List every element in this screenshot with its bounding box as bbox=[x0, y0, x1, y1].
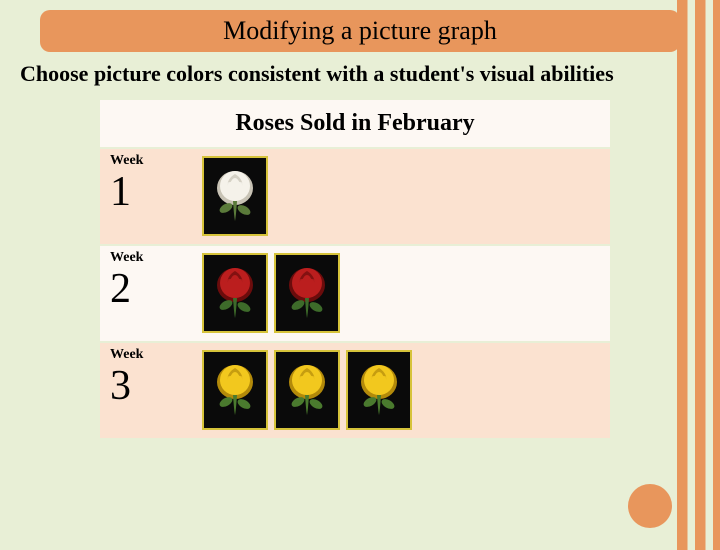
subtitle: Choose picture colors consistent with a … bbox=[20, 60, 700, 88]
roses-cell bbox=[200, 149, 610, 244]
rose-icon bbox=[274, 350, 340, 430]
chart-row: Week 2 bbox=[100, 246, 610, 341]
week-label: Week bbox=[110, 347, 200, 363]
week-number: 1 bbox=[110, 171, 200, 213]
chart-title: Roses Sold in February bbox=[100, 100, 610, 147]
rose-icon bbox=[202, 350, 268, 430]
rose-icon bbox=[202, 156, 268, 236]
week-cell: Week 3 bbox=[100, 343, 200, 438]
week-cell: Week 2 bbox=[100, 246, 200, 341]
chart-row: Week 3 bbox=[100, 343, 610, 438]
page-title: Modifying a picture graph bbox=[40, 16, 680, 46]
roses-cell bbox=[200, 343, 610, 438]
week-number: 2 bbox=[110, 268, 200, 310]
week-cell: Week 1 bbox=[100, 149, 200, 244]
rose-icon bbox=[346, 350, 412, 430]
week-label: Week bbox=[110, 153, 200, 169]
roses-cell bbox=[200, 246, 610, 341]
rose-icon bbox=[274, 253, 340, 333]
title-box: Modifying a picture graph bbox=[40, 10, 680, 52]
decorative-dot bbox=[628, 484, 672, 528]
chart-row: Week 1 bbox=[100, 149, 610, 244]
week-label: Week bbox=[110, 250, 200, 266]
rose-icon bbox=[202, 253, 268, 333]
week-number: 3 bbox=[110, 365, 200, 407]
picture-graph: Roses Sold in February Week 1 Week 2 Week 3 bbox=[100, 100, 610, 438]
